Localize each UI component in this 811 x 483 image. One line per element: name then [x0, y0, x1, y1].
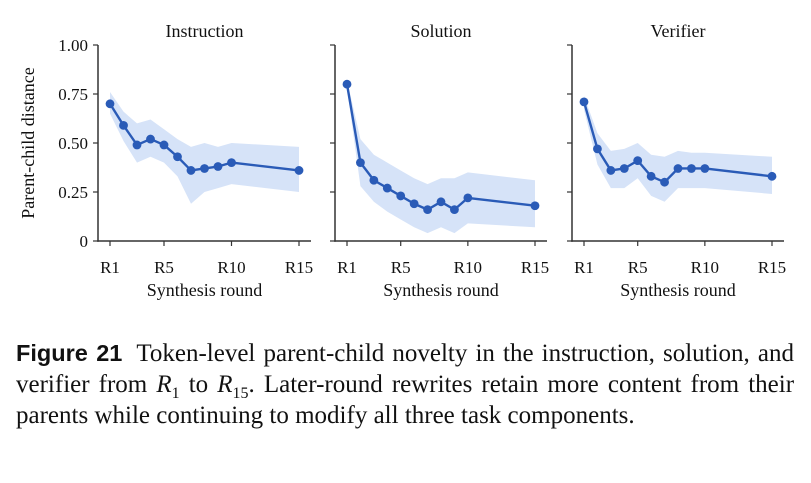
data-point	[660, 177, 669, 187]
data-point	[382, 183, 392, 193]
x-tick-label: R15	[285, 258, 313, 277]
data-point	[227, 158, 236, 168]
data-point	[132, 140, 142, 150]
x-axis-label: Synthesis round	[620, 280, 736, 300]
caption-r-end-sub: 15	[232, 385, 249, 402]
x-axis-label: Synthesis round	[383, 280, 499, 300]
data-point	[369, 175, 379, 185]
x-tick-label: R5	[628, 258, 648, 277]
data-point	[146, 134, 155, 144]
y-tick-label: 0.50	[58, 134, 88, 153]
x-tick-label: R5	[391, 258, 411, 277]
caption-label: Figure 21	[16, 340, 123, 366]
figure-caption: Figure 21 Token-level parent-child novelt…	[16, 338, 794, 431]
caption-r-start-sub: 1	[171, 385, 180, 402]
y-tick-label: 0	[80, 232, 89, 251]
data-point	[294, 166, 304, 175]
y-axis-label: Parent-child distance	[18, 67, 38, 218]
y-tick-label: 0.75	[58, 85, 88, 104]
data-point	[159, 140, 169, 150]
x-tick-label: R10	[454, 258, 482, 277]
data-point	[409, 199, 419, 209]
confidence-band	[584, 95, 772, 202]
figure-panels: R1 R5 R10 R15 0 0.25 0.50 0.75 1.00 Instruction Sy…	[18, 21, 786, 300]
x-axis-label: Synthesis round	[147, 280, 263, 300]
caption-r-end: R	[217, 371, 233, 398]
panel-title: Instruction	[166, 21, 244, 41]
chart-panel-2: R1 R5 R10 R15 Solution Synthesis round	[330, 21, 549, 300]
data-point	[687, 164, 696, 173]
panel-title: Solution	[410, 21, 471, 41]
data-point	[356, 158, 365, 168]
data-point	[619, 164, 629, 173]
data-point	[700, 164, 710, 173]
x-tick-label: R5	[154, 258, 174, 277]
y-tick-label: 0.25	[58, 183, 88, 202]
data-point	[463, 193, 473, 203]
x-tick-label: R15	[758, 258, 786, 277]
panel-title: Verifier	[651, 21, 706, 41]
data-point	[173, 152, 182, 162]
data-point	[436, 197, 446, 207]
data-point	[606, 166, 616, 175]
confidence-band	[347, 80, 535, 234]
data-point	[450, 205, 459, 215]
caption-text-2: to	[179, 371, 218, 398]
data-point	[767, 171, 777, 181]
data-point	[593, 144, 602, 154]
x-tick-label: R1	[574, 258, 594, 277]
caption-text-1: Token-level parent-child novelty in the …	[16, 340, 794, 398]
data-point	[119, 120, 128, 130]
confidence-band	[110, 92, 299, 204]
data-point	[633, 156, 643, 166]
x-tick-label: R1	[337, 258, 357, 277]
x-tick-label: R1	[100, 258, 120, 277]
chart-panel-3: R1 R5 R10 R15 Verifier Synthesis round	[567, 21, 786, 300]
x-tick-label: R15	[521, 258, 549, 277]
caption-text-3: . Later-round rewrites retain more conte…	[16, 371, 795, 429]
data-point	[396, 191, 406, 201]
chart-panel-1: R1 R5 R10 R15 0 0.25 0.50 0.75 1.00 Instruction Sy…	[18, 21, 313, 300]
data-point	[105, 99, 115, 109]
data-point	[530, 201, 540, 211]
data-point	[342, 79, 352, 89]
x-tick-label: R10	[217, 258, 245, 277]
data-point	[213, 162, 223, 171]
data-point	[579, 97, 589, 107]
data-point	[673, 164, 683, 173]
data-point	[200, 164, 209, 173]
data-point	[186, 166, 196, 175]
y-tick-label: 1.00	[58, 36, 88, 55]
x-tick-label: R10	[691, 258, 719, 277]
caption-r-start: R	[156, 371, 172, 398]
data-point	[646, 171, 656, 181]
data-point	[423, 205, 432, 215]
